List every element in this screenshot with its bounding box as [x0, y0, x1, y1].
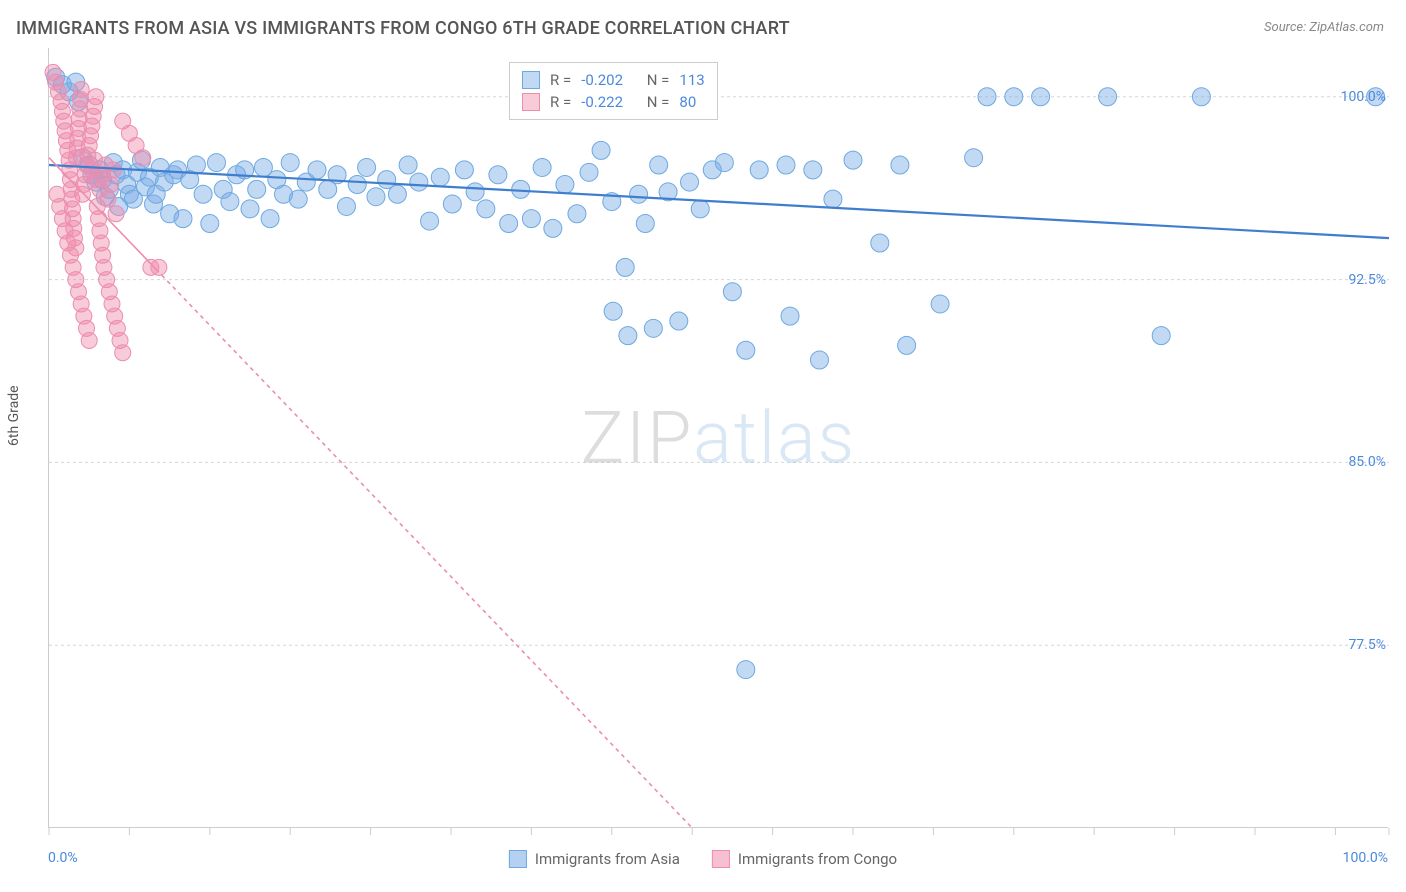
chart-source: Source: ZipAtlas.com — [1264, 20, 1384, 35]
r-value-congo: -0.222 — [581, 93, 623, 111]
legend-label-asia: Immigrants from Asia — [535, 850, 680, 868]
n-value-asia: 113 — [679, 71, 704, 89]
y-tick-label: 85.0% — [1348, 454, 1386, 470]
y-tick-label: 92.5% — [1348, 272, 1386, 288]
y-axis-label: 6th Grade — [6, 385, 22, 446]
chart-title: IMMIGRANTS FROM ASIA VS IMMIGRANTS FROM … — [16, 18, 790, 39]
y-tick-label: 77.5% — [1348, 637, 1386, 653]
chart-container: IMMIGRANTS FROM ASIA VS IMMIGRANTS FROM … — [0, 0, 1406, 892]
legend-item-asia: Immigrants from Asia — [509, 850, 680, 868]
bottom-legend: Immigrants from Asia Immigrants from Con… — [509, 850, 897, 868]
stats-legend: R = -0.202 N = 113 R = -0.222 N = 80 — [509, 62, 718, 120]
y-axis-ticks: 77.5% 85.0% 92.5% 100.0% — [1300, 48, 1396, 828]
n-value-congo: 80 — [679, 93, 696, 111]
legend-swatch-asia — [509, 850, 527, 868]
swatch-asia — [522, 71, 540, 89]
legend-swatch-congo — [712, 850, 730, 868]
r-label-congo: R = — [550, 93, 571, 111]
swatch-congo — [522, 93, 540, 111]
y-tick-label: 100.0% — [1341, 89, 1386, 105]
n-label-congo: N = — [647, 93, 670, 111]
plot-svg — [49, 48, 1389, 828]
legend-label-congo: Immigrants from Congo — [738, 850, 897, 868]
x-tick-label: 0.0% — [48, 850, 78, 866]
x-tick-label: 100.0% — [1343, 850, 1388, 866]
r-label-asia: R = — [550, 71, 571, 89]
plot-area: ZIPatlas R = -0.202 N = 113 R = -0.222 N… — [48, 48, 1388, 828]
legend-item-congo: Immigrants from Congo — [712, 850, 897, 868]
stats-row-congo: R = -0.222 N = 80 — [522, 91, 705, 113]
stats-row-asia: R = -0.202 N = 113 — [522, 69, 705, 91]
n-label-asia: N = — [647, 71, 670, 89]
r-value-asia: -0.202 — [581, 71, 623, 89]
